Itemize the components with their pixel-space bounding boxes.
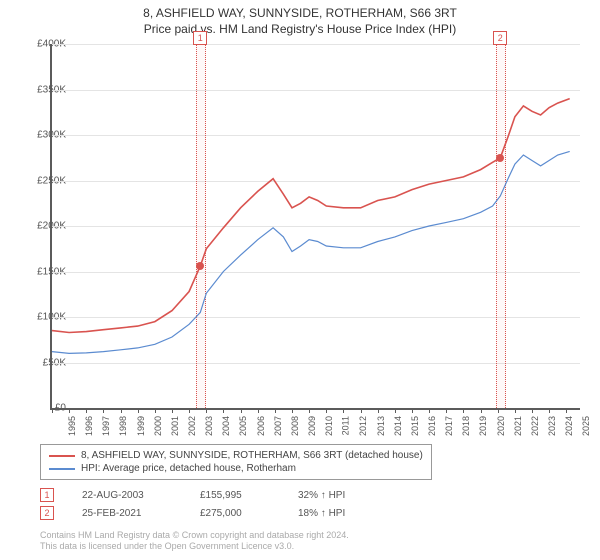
xtick-label: 2013 (376, 416, 386, 436)
xtick-label: 2011 (341, 416, 351, 435)
xtick-mark (395, 408, 396, 413)
xtick-mark (172, 408, 173, 413)
line-svg (52, 44, 580, 408)
legend-item-hpi: HPI: Average price, detached house, Roth… (49, 462, 423, 475)
footer-line: Contains HM Land Registry data © Crown c… (40, 530, 349, 541)
footer-attribution: Contains HM Land Registry data © Crown c… (40, 530, 349, 553)
sale-marker-dot (496, 154, 504, 162)
legend-item-property: 8, ASHFIELD WAY, SUNNYSIDE, ROTHERHAM, S… (49, 449, 423, 462)
xtick-label: 2012 (358, 416, 368, 436)
xtick-label: 2017 (444, 416, 454, 436)
xtick-mark (361, 408, 362, 413)
xtick-label: 2023 (547, 416, 557, 436)
xtick-label: 1996 (84, 416, 94, 436)
xtick-label: 2020 (496, 416, 506, 436)
xtick-label: 1998 (118, 416, 128, 436)
sale-price: £275,000 (200, 508, 270, 519)
xtick-mark (189, 408, 190, 413)
sale-row: 1 22-AUG-2003 £155,995 32% ↑ HPI (40, 488, 345, 502)
xtick-mark (515, 408, 516, 413)
xtick-mark (69, 408, 70, 413)
property-line (52, 99, 570, 333)
xtick-label: 2024 (564, 416, 574, 436)
xtick-label: 2007 (273, 416, 283, 436)
sale-delta: 18% ↑ HPI (298, 508, 345, 519)
legend: 8, ASHFIELD WAY, SUNNYSIDE, ROTHERHAM, S… (40, 444, 432, 480)
xtick-mark (498, 408, 499, 413)
xtick-label: 2005 (238, 416, 248, 436)
xtick-label: 2001 (170, 416, 180, 436)
xtick-label: 2016 (427, 416, 437, 436)
xtick-label: 2002 (187, 416, 197, 436)
xtick-label: 1995 (67, 416, 77, 436)
xtick-mark (138, 408, 139, 413)
xtick-label: 2006 (256, 416, 266, 436)
sale-badge: 1 (40, 488, 54, 502)
xtick-mark (155, 408, 156, 413)
chart-container: 8, ASHFIELD WAY, SUNNYSIDE, ROTHERHAM, S… (0, 0, 600, 560)
xtick-label: 2003 (204, 416, 214, 436)
hpi-line (52, 151, 570, 353)
xtick-mark (52, 408, 53, 413)
xtick-mark (481, 408, 482, 413)
xtick-label: 2009 (307, 416, 317, 436)
xtick-mark (223, 408, 224, 413)
legend-label: 8, ASHFIELD WAY, SUNNYSIDE, ROTHERHAM, S… (81, 450, 423, 461)
sale-marker-label: 1 (193, 31, 207, 45)
sale-marker-label: 2 (493, 31, 507, 45)
sale-date: 22-AUG-2003 (82, 490, 172, 501)
xtick-mark (446, 408, 447, 413)
xtick-label: 2004 (221, 416, 231, 436)
sale-badge: 2 (40, 506, 54, 520)
xtick-mark (86, 408, 87, 413)
xtick-label: 2019 (478, 416, 488, 436)
title-address: 8, ASHFIELD WAY, SUNNYSIDE, ROTHERHAM, S… (0, 6, 600, 22)
xtick-mark (275, 408, 276, 413)
xtick-mark (463, 408, 464, 413)
xtick-mark (566, 408, 567, 413)
title-block: 8, ASHFIELD WAY, SUNNYSIDE, ROTHERHAM, S… (0, 0, 600, 37)
swatch-icon (49, 455, 75, 457)
xtick-label: 2008 (290, 416, 300, 436)
plot-area: 12 (50, 44, 580, 410)
sale-date: 25-FEB-2021 (82, 508, 172, 519)
xtick-mark (309, 408, 310, 413)
xtick-label: 2022 (530, 416, 540, 436)
xtick-label: 2014 (393, 416, 403, 436)
xtick-mark (412, 408, 413, 413)
xtick-mark (549, 408, 550, 413)
title-subtitle: Price paid vs. HM Land Registry's House … (0, 22, 600, 38)
xtick-mark (206, 408, 207, 413)
xtick-mark (429, 408, 430, 413)
sale-delta: 32% ↑ HPI (298, 490, 345, 501)
xtick-label: 2015 (410, 416, 420, 436)
xtick-label: 1997 (101, 416, 111, 436)
legend-label: HPI: Average price, detached house, Roth… (81, 463, 296, 474)
xtick-mark (241, 408, 242, 413)
sale-price: £155,995 (200, 490, 270, 501)
xtick-label: 2000 (153, 416, 163, 436)
xtick-mark (532, 408, 533, 413)
xtick-mark (121, 408, 122, 413)
xtick-label: 2025 (581, 416, 591, 436)
xtick-mark (326, 408, 327, 413)
sales-table: 1 22-AUG-2003 £155,995 32% ↑ HPI 2 25-FE… (40, 488, 345, 524)
sale-marker-dot (196, 262, 204, 270)
xtick-label: 1999 (136, 416, 146, 436)
xtick-label: 2021 (513, 416, 523, 436)
xtick-label: 2010 (324, 416, 334, 436)
xtick-mark (258, 408, 259, 413)
xtick-mark (103, 408, 104, 413)
footer-line: This data is licensed under the Open Gov… (40, 541, 349, 552)
xtick-mark (378, 408, 379, 413)
swatch-icon (49, 468, 75, 470)
sale-row: 2 25-FEB-2021 £275,000 18% ↑ HPI (40, 506, 345, 520)
xtick-mark (292, 408, 293, 413)
xtick-label: 2018 (461, 416, 471, 436)
xtick-mark (343, 408, 344, 413)
